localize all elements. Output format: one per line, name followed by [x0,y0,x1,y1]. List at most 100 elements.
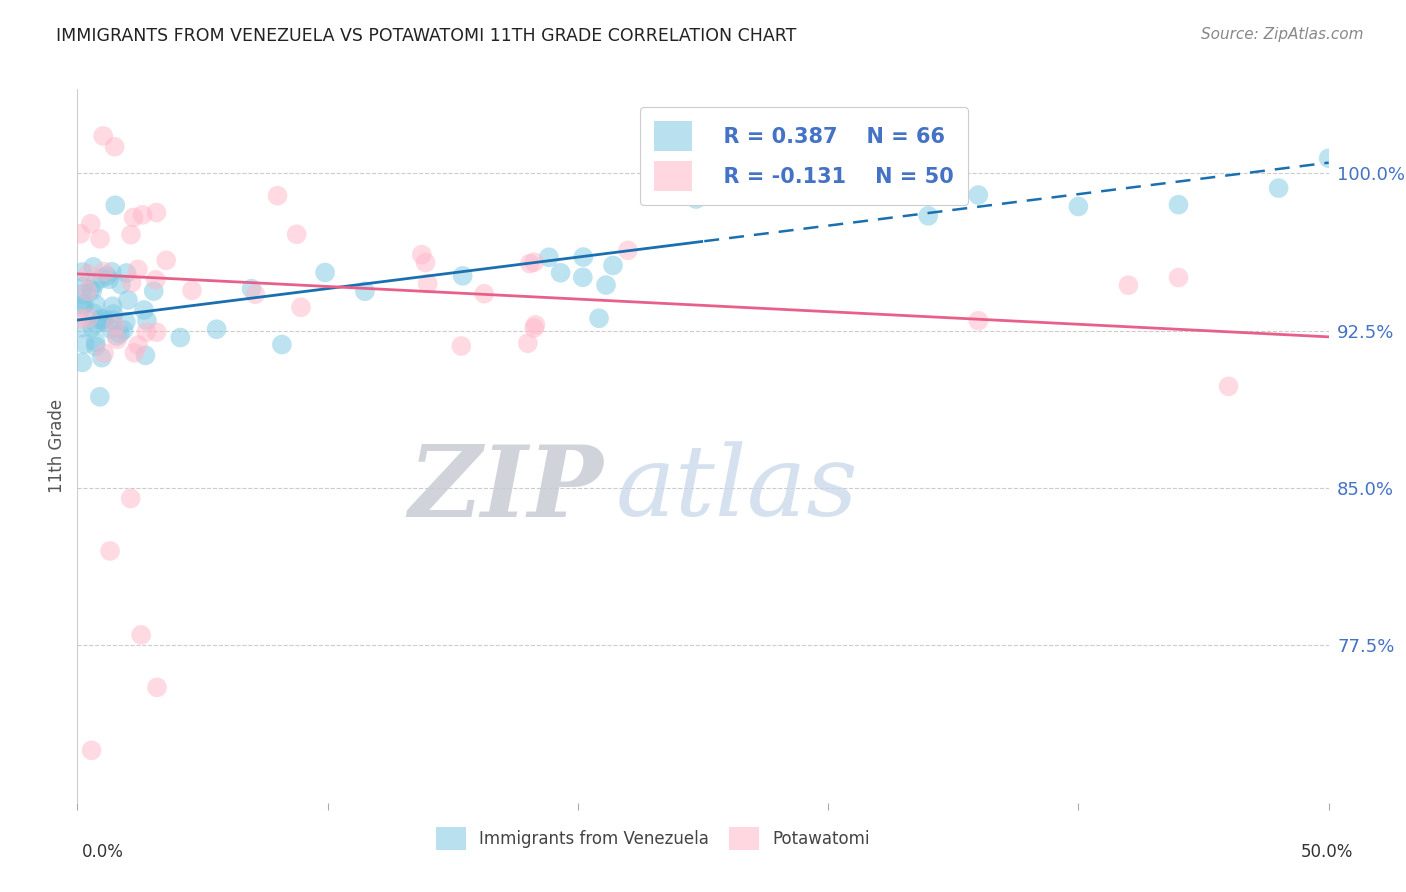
Point [967,314,990,328]
Text: IMMIGRANTS FROM VENEZUELA VS POTAWATOMI 11TH GRADE CORRELATION CHART: IMMIGRANTS FROM VENEZUELA VS POTAWATOMI … [56,27,797,45]
Point [112,323,135,337]
Point [105,333,128,347]
Point [82,320,104,334]
Point [93,315,115,329]
Point [416,277,439,291]
Point [1067,199,1090,213]
Point [84,276,107,290]
Point [98,322,121,336]
Point [73,337,96,351]
Point [524,318,547,332]
Y-axis label: 11th Grade: 11th Grade [48,399,66,493]
Point [146,681,169,695]
Point [155,253,177,268]
Point [685,192,707,206]
Point [120,227,142,242]
Point [240,282,263,296]
Point [314,266,336,280]
Point [80,743,103,757]
Point [1167,270,1189,285]
Point [537,250,560,264]
Point [100,265,122,279]
Point [104,140,127,154]
Point [90,271,112,285]
Point [1317,151,1340,165]
Point [967,188,990,202]
Point [121,276,143,290]
Point [917,209,939,223]
Point [1167,197,1189,211]
Point [89,313,111,327]
Point [523,255,546,269]
Point [127,262,149,277]
Point [131,208,153,222]
Point [90,351,112,365]
Point [451,268,474,283]
Point [181,284,204,298]
Point [98,272,121,286]
Point [104,198,127,212]
Point [108,326,131,341]
Point [80,217,103,231]
Point [142,284,165,298]
Point [72,320,94,334]
Point [572,250,595,264]
Point [77,311,100,326]
Point [290,301,312,315]
Point [266,188,288,202]
Point [519,257,541,271]
Point [79,282,101,296]
Point [103,307,125,321]
Point [588,311,610,326]
Point [84,339,107,353]
Point [104,318,127,333]
Point [93,265,115,279]
Point [72,355,94,369]
Point [89,232,111,246]
Point [595,278,617,293]
Point [127,338,149,352]
Text: ZIP: ZIP [408,441,603,537]
Point [105,329,128,343]
Point [72,300,94,314]
Point [76,284,98,298]
Legend: Immigrants from Venezuela, Potawatomi: Immigrants from Venezuela, Potawatomi [427,819,879,859]
Point [135,313,157,327]
Point [93,312,115,326]
Point [411,247,433,261]
Text: 50.0%: 50.0% [1301,843,1354,861]
Point [572,270,595,285]
Point [516,336,538,351]
Text: atlas: atlas [616,442,858,536]
Point [89,390,111,404]
Point [523,321,546,335]
Point [1218,379,1240,393]
Point [205,322,228,336]
Point [72,287,94,301]
Point [132,302,155,317]
Point [617,244,640,258]
Point [90,311,112,326]
Point [120,491,142,506]
Point [145,273,167,287]
Point [98,544,121,558]
Point [86,317,108,331]
Point [1267,181,1289,195]
Point [110,277,132,292]
Point [270,337,292,351]
Point [117,293,139,307]
Point [1118,278,1140,293]
Point [93,346,115,360]
Point [72,279,94,293]
Point [285,227,308,242]
Point [84,297,107,311]
Point [415,255,437,269]
Point [134,348,156,362]
Point [72,265,94,279]
Point [73,297,96,311]
Point [82,260,104,274]
Point [472,286,495,301]
Point [124,346,146,360]
Point [83,306,105,320]
Point [72,298,94,312]
